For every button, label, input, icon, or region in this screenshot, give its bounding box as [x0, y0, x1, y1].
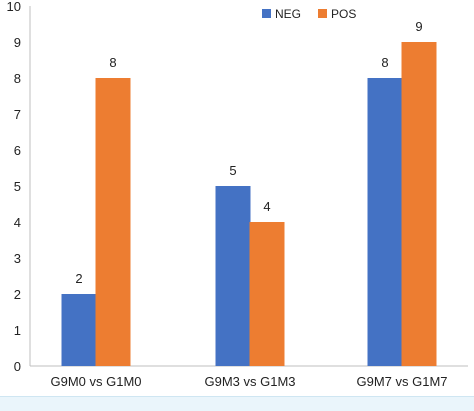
y-tick-label: 3	[14, 251, 21, 266]
bar-neg-2	[215, 186, 251, 366]
x-category-label: G9M3 vs G1M3	[204, 374, 295, 389]
bar-pos-1	[95, 78, 131, 366]
bar-neg-1	[61, 294, 97, 366]
data-label-pos-3: 9	[415, 19, 422, 34]
legend-swatch-pos	[318, 9, 327, 18]
y-tick-label: 8	[14, 71, 21, 86]
bar-neg-3	[367, 78, 403, 366]
data-label-neg-1: 2	[75, 271, 82, 286]
y-tick-label: 0	[14, 359, 21, 374]
y-tick-label: 7	[14, 107, 21, 122]
data-label-pos-2: 4	[263, 199, 270, 214]
y-tick-label: 9	[14, 35, 21, 50]
y-tick-label: 4	[14, 215, 21, 230]
caption-strip	[0, 396, 474, 411]
x-category-label: G9M0 vs G1M0	[50, 374, 141, 389]
y-tick-label: 1	[14, 323, 21, 338]
legend: NEG POS	[262, 7, 356, 21]
data-label-pos-1: 8	[109, 55, 116, 70]
x-category-label: G9M7 vs G1M7	[356, 374, 447, 389]
x-axis-category-labels: G9M0 vs G1M0 G9M3 vs G1M3 G9M7 vs G1M7	[50, 374, 447, 389]
bar-pos-3	[401, 42, 437, 366]
bar-series-group: 2 8 5 4 8 9	[61, 19, 437, 366]
y-tick-label: 2	[14, 287, 21, 302]
legend-label-pos: POS	[331, 7, 356, 21]
data-label-neg-3: 8	[381, 55, 388, 70]
legend-swatch-neg	[262, 9, 271, 18]
bar-pos-2	[249, 222, 285, 366]
bar-chart: 0 1 2 3 4 5 6 7 8 9 10 2 8 5 4 8 9 G9M0 vs G1M0 G9M3 vs …	[7, 0, 468, 389]
legend-label-neg: NEG	[275, 7, 301, 21]
data-label-neg-2: 5	[229, 163, 236, 178]
y-tick-label: 10	[7, 0, 21, 14]
y-tick-label: 6	[14, 143, 21, 158]
y-axis-ticks: 0 1 2 3 4 5 6 7 8 9 10	[7, 0, 21, 374]
y-tick-label: 5	[14, 179, 21, 194]
